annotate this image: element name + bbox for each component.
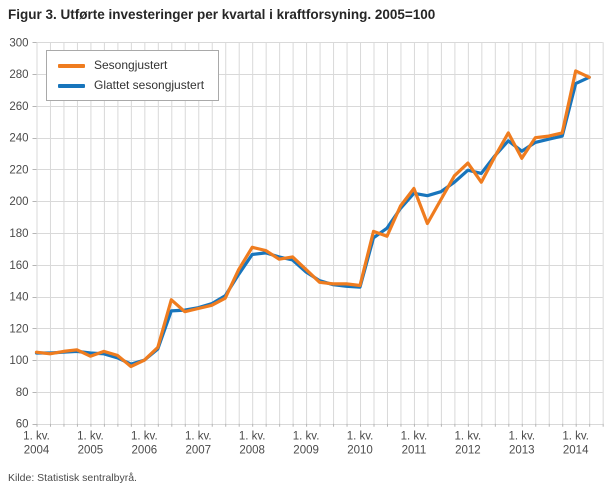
svg-text:2010: 2010: [347, 445, 373, 457]
legend-item-sesongjustert: Sesongjustert: [58, 58, 204, 73]
svg-text:1. kv.: 1. kv.: [239, 431, 266, 443]
legend-label: Glattet sesongjustert: [94, 78, 205, 92]
svg-text:2013: 2013: [509, 445, 535, 457]
svg-text:2008: 2008: [239, 445, 265, 457]
source-note: Kilde: Statistisk sentralbyrå.: [8, 472, 137, 484]
svg-text:100: 100: [9, 355, 28, 367]
page-title: Figur 3. Utførte investeringer per kvart…: [8, 7, 436, 22]
x-axis-labels: 1. kv. 2004 1. kv. 2005 1. kv. 2006 1. kv. 2007…: [23, 431, 589, 457]
series-line-sesongjustert: [34, 69, 591, 369]
svg-text:140: 140: [9, 292, 28, 304]
svg-text:2004: 2004: [24, 445, 50, 457]
svg-text:2014: 2014: [563, 445, 589, 457]
legend-item-glattet-sesongjustert: Glattet sesongjustert: [58, 78, 204, 93]
svg-text:2005: 2005: [78, 445, 104, 457]
svg-text:180: 180: [9, 228, 28, 240]
legend: Sesongjustert Glattet sesongjustert: [46, 50, 220, 101]
svg-text:2012: 2012: [455, 445, 481, 457]
svg-text:1. kv.: 1. kv.: [23, 431, 50, 443]
orange-line-swatch-icon: [58, 63, 85, 68]
svg-text:80: 80: [16, 387, 29, 399]
svg-text:240: 240: [9, 133, 28, 145]
svg-text:120: 120: [9, 323, 28, 335]
svg-text:2006: 2006: [132, 445, 158, 457]
chart-canvas: 30028026024022020018016014012010080601. …: [9, 37, 604, 457]
svg-text:1. kv.: 1. kv.: [401, 431, 428, 443]
svg-text:1. kv.: 1. kv.: [562, 431, 589, 443]
svg-text:1. kv.: 1. kv.: [508, 431, 535, 443]
svg-text:280: 280: [9, 69, 28, 81]
series-line-glattet-sesongjustert: [34, 75, 591, 366]
svg-text:220: 220: [9, 164, 28, 176]
svg-text:260: 260: [9, 101, 28, 113]
svg-text:60: 60: [16, 419, 29, 431]
svg-text:1. kv.: 1. kv.: [455, 431, 482, 443]
y-axis-labels: 300 280 260 240 220 200 180 160 140 120 100 80 60: [9, 37, 28, 430]
chart-area: 300 280 260 240 220 200 180 160 140 120 100 80 60 1. …: [9, 37, 604, 457]
svg-text:2011: 2011: [402, 445, 427, 457]
svg-text:1. kv.: 1. kv.: [293, 431, 320, 443]
svg-text:2007: 2007: [185, 445, 211, 457]
gridlines: [36, 42, 604, 425]
svg-text:1. kv.: 1. kv.: [77, 431, 104, 443]
svg-text:160: 160: [9, 260, 28, 272]
svg-text:200: 200: [9, 196, 28, 208]
svg-text:2009: 2009: [293, 445, 319, 457]
svg-text:1. kv.: 1. kv.: [131, 431, 158, 443]
svg-text:1. kv.: 1. kv.: [185, 431, 212, 443]
blue-line-swatch-icon: [58, 83, 85, 88]
svg-text:1. kv.: 1. kv.: [347, 431, 374, 443]
legend-label: Sesongjustert: [94, 58, 168, 72]
svg-text:300: 300: [9, 37, 28, 49]
axis-ticks: [32, 42, 604, 427]
